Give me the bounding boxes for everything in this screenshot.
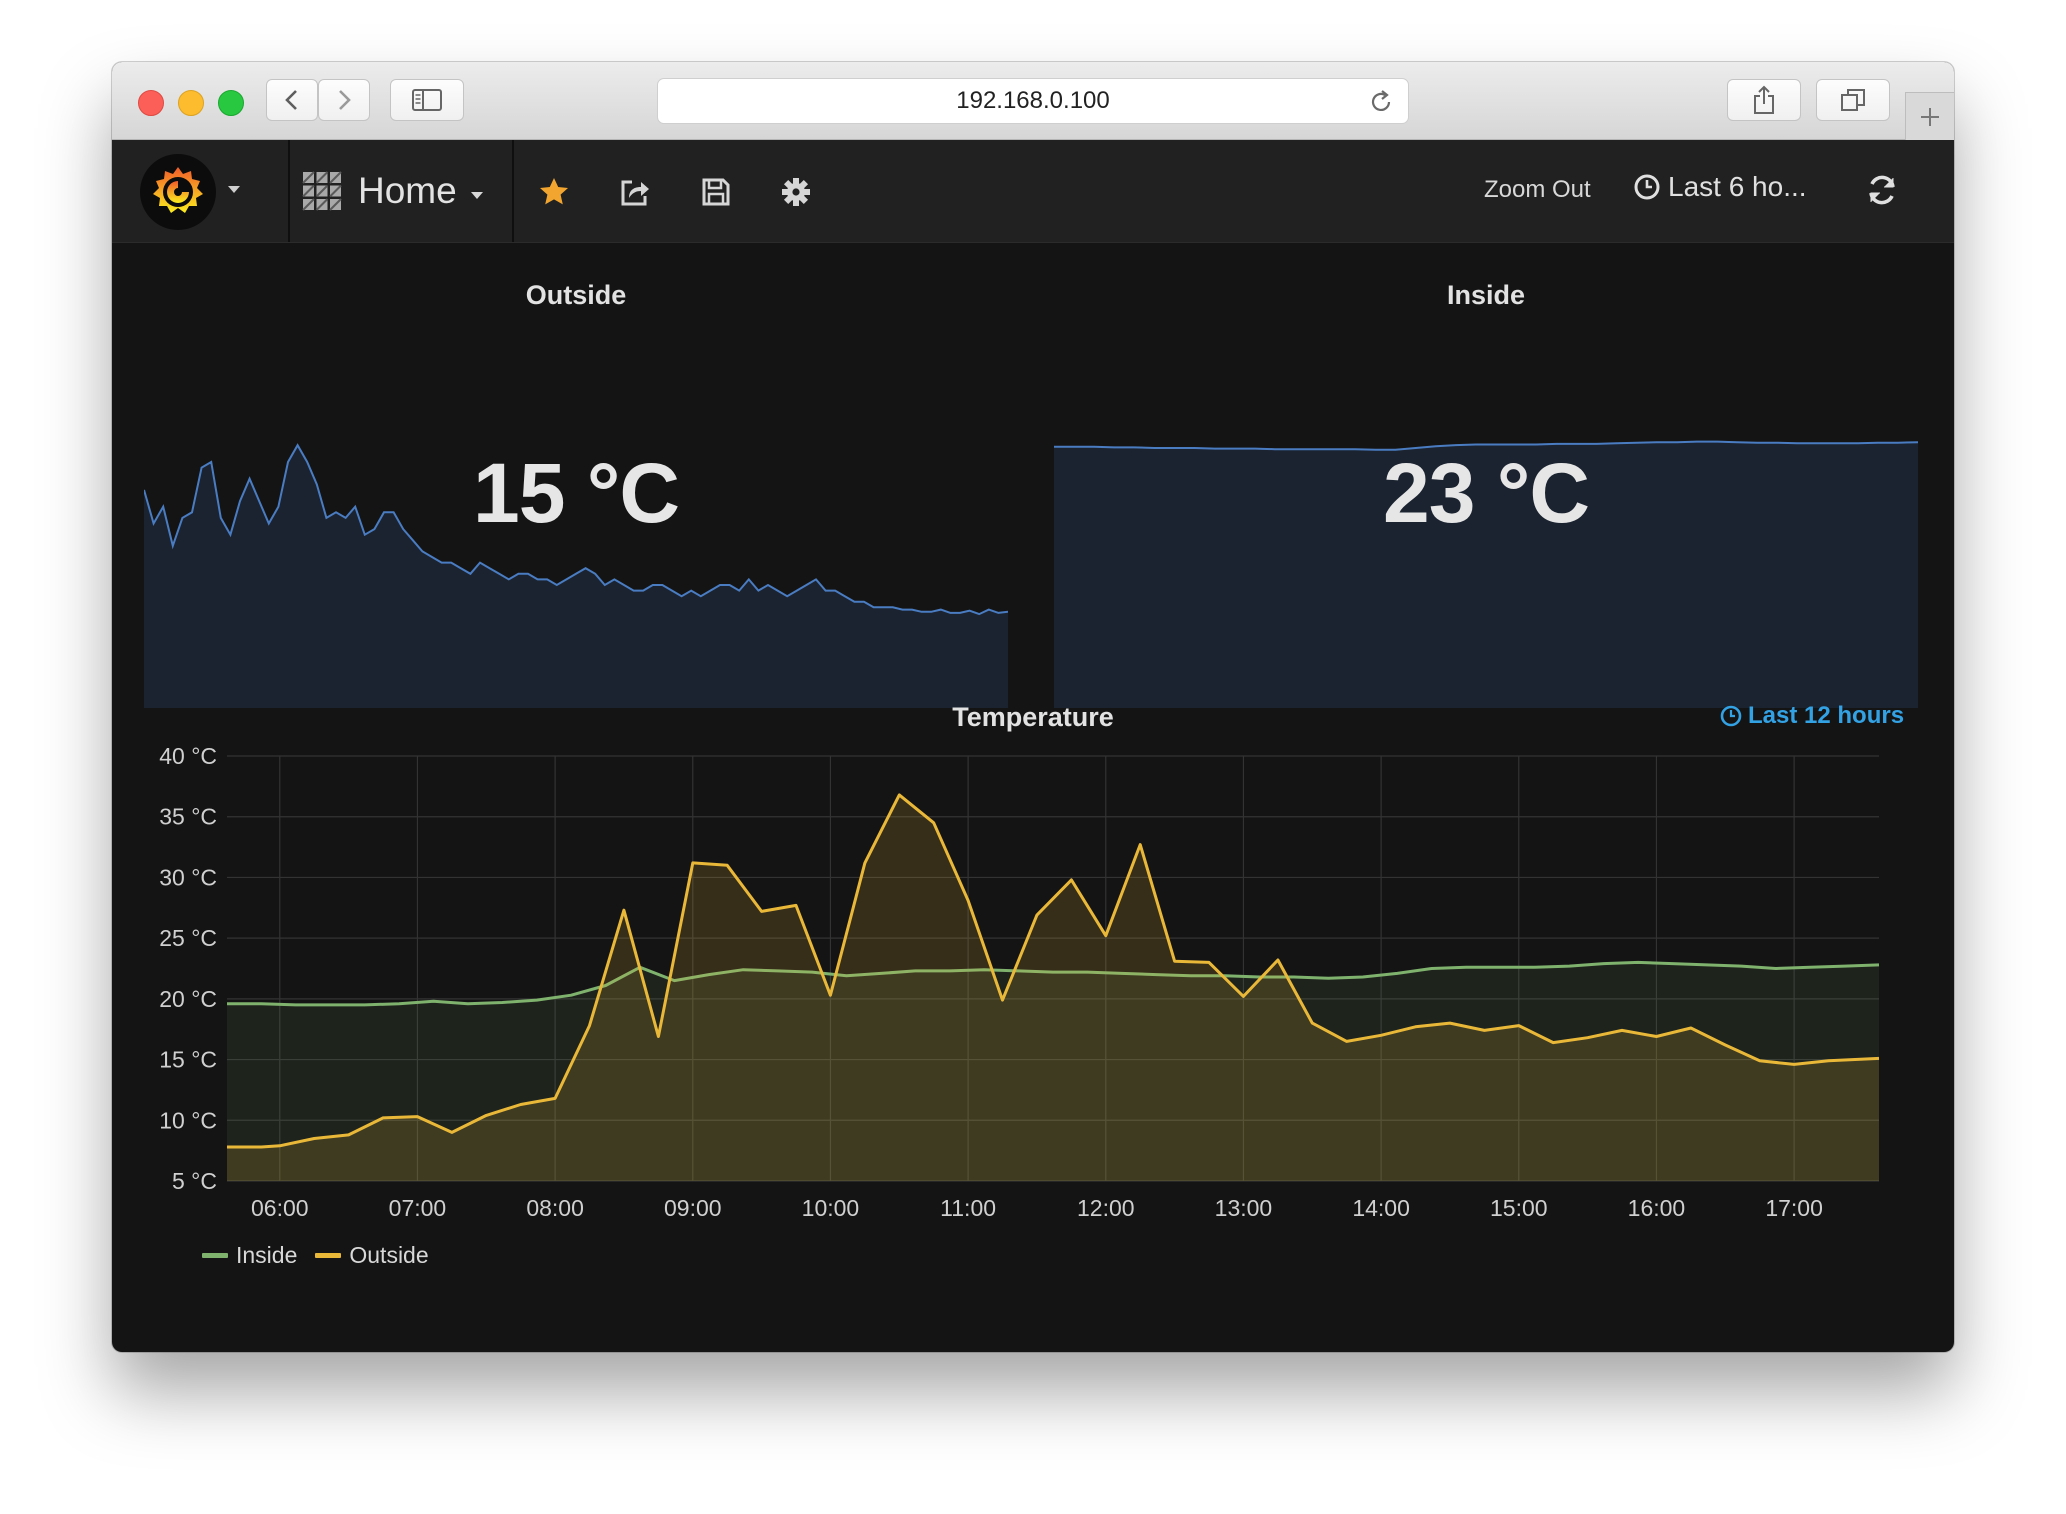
- series-area-inside: [227, 962, 1879, 1181]
- x-tick-label: 08:00: [526, 1195, 584, 1221]
- y-tick-label: 35 °C: [159, 804, 217, 830]
- nav-divider: [288, 140, 290, 242]
- y-tick-label: 10 °C: [159, 1107, 217, 1133]
- chevron-left-icon: [285, 90, 297, 110]
- temperature-graph[interactable]: 40 °C 35 °C 30 °C 25 °C 20 °C 15 °C 10 °C 5 °C 0…: [112, 62, 1954, 1352]
- x-tick-label: 12:00: [1077, 1195, 1135, 1221]
- outside-sparkline: [144, 443, 1008, 708]
- new-tab-button[interactable]: [1905, 92, 1954, 140]
- legend-item-outside[interactable]: Outside: [315, 1242, 429, 1269]
- tabs-overview-button[interactable]: [1816, 79, 1890, 121]
- back-button[interactable]: [266, 79, 318, 121]
- zoom-out-button[interactable]: Zoom Out: [1484, 176, 1591, 203]
- star-icon: [540, 178, 568, 205]
- outside-sparkline-area: [144, 445, 1008, 708]
- panel-time-override-label: Last 12 hours: [1748, 702, 1905, 729]
- tabs-icon: [1841, 89, 1865, 111]
- x-tick-label: 15:00: [1490, 1195, 1548, 1221]
- x-tick-label: 09:00: [664, 1195, 722, 1221]
- series-line-inside: [227, 960, 1880, 1007]
- sidebar-toggle-button[interactable]: [390, 79, 464, 121]
- x-tick-label: 16:00: [1628, 1195, 1686, 1221]
- outside-stat-value: 15 °C: [472, 446, 680, 540]
- sidebar-icon: [412, 89, 442, 111]
- outside-sparkline-line: [144, 443, 1008, 616]
- grafana-logo-icon: [153, 167, 203, 213]
- x-tick-label: 11:00: [940, 1195, 996, 1221]
- forward-button[interactable]: [318, 79, 370, 121]
- share-icon: [1754, 85, 1774, 114]
- grafana-navbar: Home Zoom Out Last 6 ho...: [112, 140, 1954, 243]
- y-tick-label: 15 °C: [159, 1047, 217, 1073]
- y-tick-label: 5 °C: [172, 1168, 217, 1194]
- x-tick-label: 17:00: [1765, 1195, 1823, 1221]
- y-tick-label: 40 °C: [159, 743, 217, 769]
- inside-stat-value: 23 °C: [1382, 446, 1590, 540]
- legend-label-outside: Outside: [349, 1242, 429, 1268]
- dashboard-title: Home: [358, 170, 457, 211]
- dashboard-grid-icon: [302, 171, 342, 211]
- nav-divider: [512, 140, 514, 242]
- save-dashboard-button[interactable]: [696, 172, 736, 212]
- refresh-icon[interactable]: [1866, 173, 1898, 207]
- legend-swatch-inside: [202, 1253, 228, 1258]
- y-tick-label: 30 °C: [159, 864, 217, 890]
- time-range-label: Last 6 ho...: [1668, 171, 1807, 202]
- chevron-down-icon: [470, 191, 483, 199]
- gear-icon: [782, 178, 810, 206]
- panel-time-override: Last 12 hours: [1720, 702, 1904, 730]
- x-tick-label: 06:00: [251, 1195, 309, 1221]
- outside-panel-title[interactable]: Outside: [525, 280, 627, 310]
- minimize-window-button[interactable]: [178, 90, 204, 116]
- close-window-button[interactable]: [138, 90, 164, 116]
- y-tick-label: 25 °C: [159, 925, 217, 951]
- legend-swatch-outside: [315, 1253, 342, 1258]
- share-button[interactable]: [1727, 79, 1801, 121]
- inside-sparkline-area: [1054, 441, 1918, 708]
- grafana-logo[interactable]: [140, 154, 216, 230]
- time-picker[interactable]: Last 6 ho...: [1634, 171, 1807, 203]
- url-text: 192.168.0.100: [956, 87, 1110, 114]
- browser-window: 192.168.0.100: [112, 62, 1954, 1352]
- chevron-down-icon[interactable]: [228, 186, 240, 193]
- graph-legend: Inside Outside: [202, 1242, 447, 1269]
- inside-panel-title[interactable]: Inside: [1446, 280, 1526, 310]
- legend-label-inside: Inside: [236, 1242, 298, 1268]
- inside-sparkline-line: [1054, 440, 1918, 451]
- save-icon: [702, 178, 730, 206]
- x-tick-label: 07:00: [389, 1195, 447, 1221]
- share-icon: [621, 180, 649, 206]
- dashboard-picker[interactable]: Home: [302, 162, 483, 220]
- x-tick-label: 14:00: [1352, 1195, 1410, 1221]
- zoom-window-button[interactable]: [218, 90, 244, 116]
- browser-toolbar: 192.168.0.100: [112, 62, 1954, 140]
- series-line-outside: [227, 793, 1880, 1149]
- series-area-outside: [227, 794, 1879, 1181]
- reload-icon[interactable]: [1368, 89, 1394, 115]
- clock-icon: [1720, 705, 1742, 727]
- dashboard-settings-button[interactable]: [776, 172, 816, 212]
- clock-icon: [1634, 174, 1660, 200]
- x-tick-label: 13:00: [1215, 1195, 1273, 1221]
- plus-icon: [1921, 107, 1939, 126]
- temperature-panel-title[interactable]: Temperature: [952, 702, 1114, 732]
- star-dashboard-button[interactable]: [534, 172, 574, 212]
- inside-sparkline: [1054, 440, 1918, 708]
- share-dashboard-button[interactable]: [615, 172, 655, 212]
- y-tick-label: 20 °C: [159, 986, 217, 1012]
- chevron-right-icon: [339, 90, 351, 110]
- legend-item-inside[interactable]: Inside: [202, 1242, 297, 1269]
- address-bar[interactable]: 192.168.0.100: [657, 78, 1409, 124]
- x-tick-label: 10:00: [802, 1195, 860, 1221]
